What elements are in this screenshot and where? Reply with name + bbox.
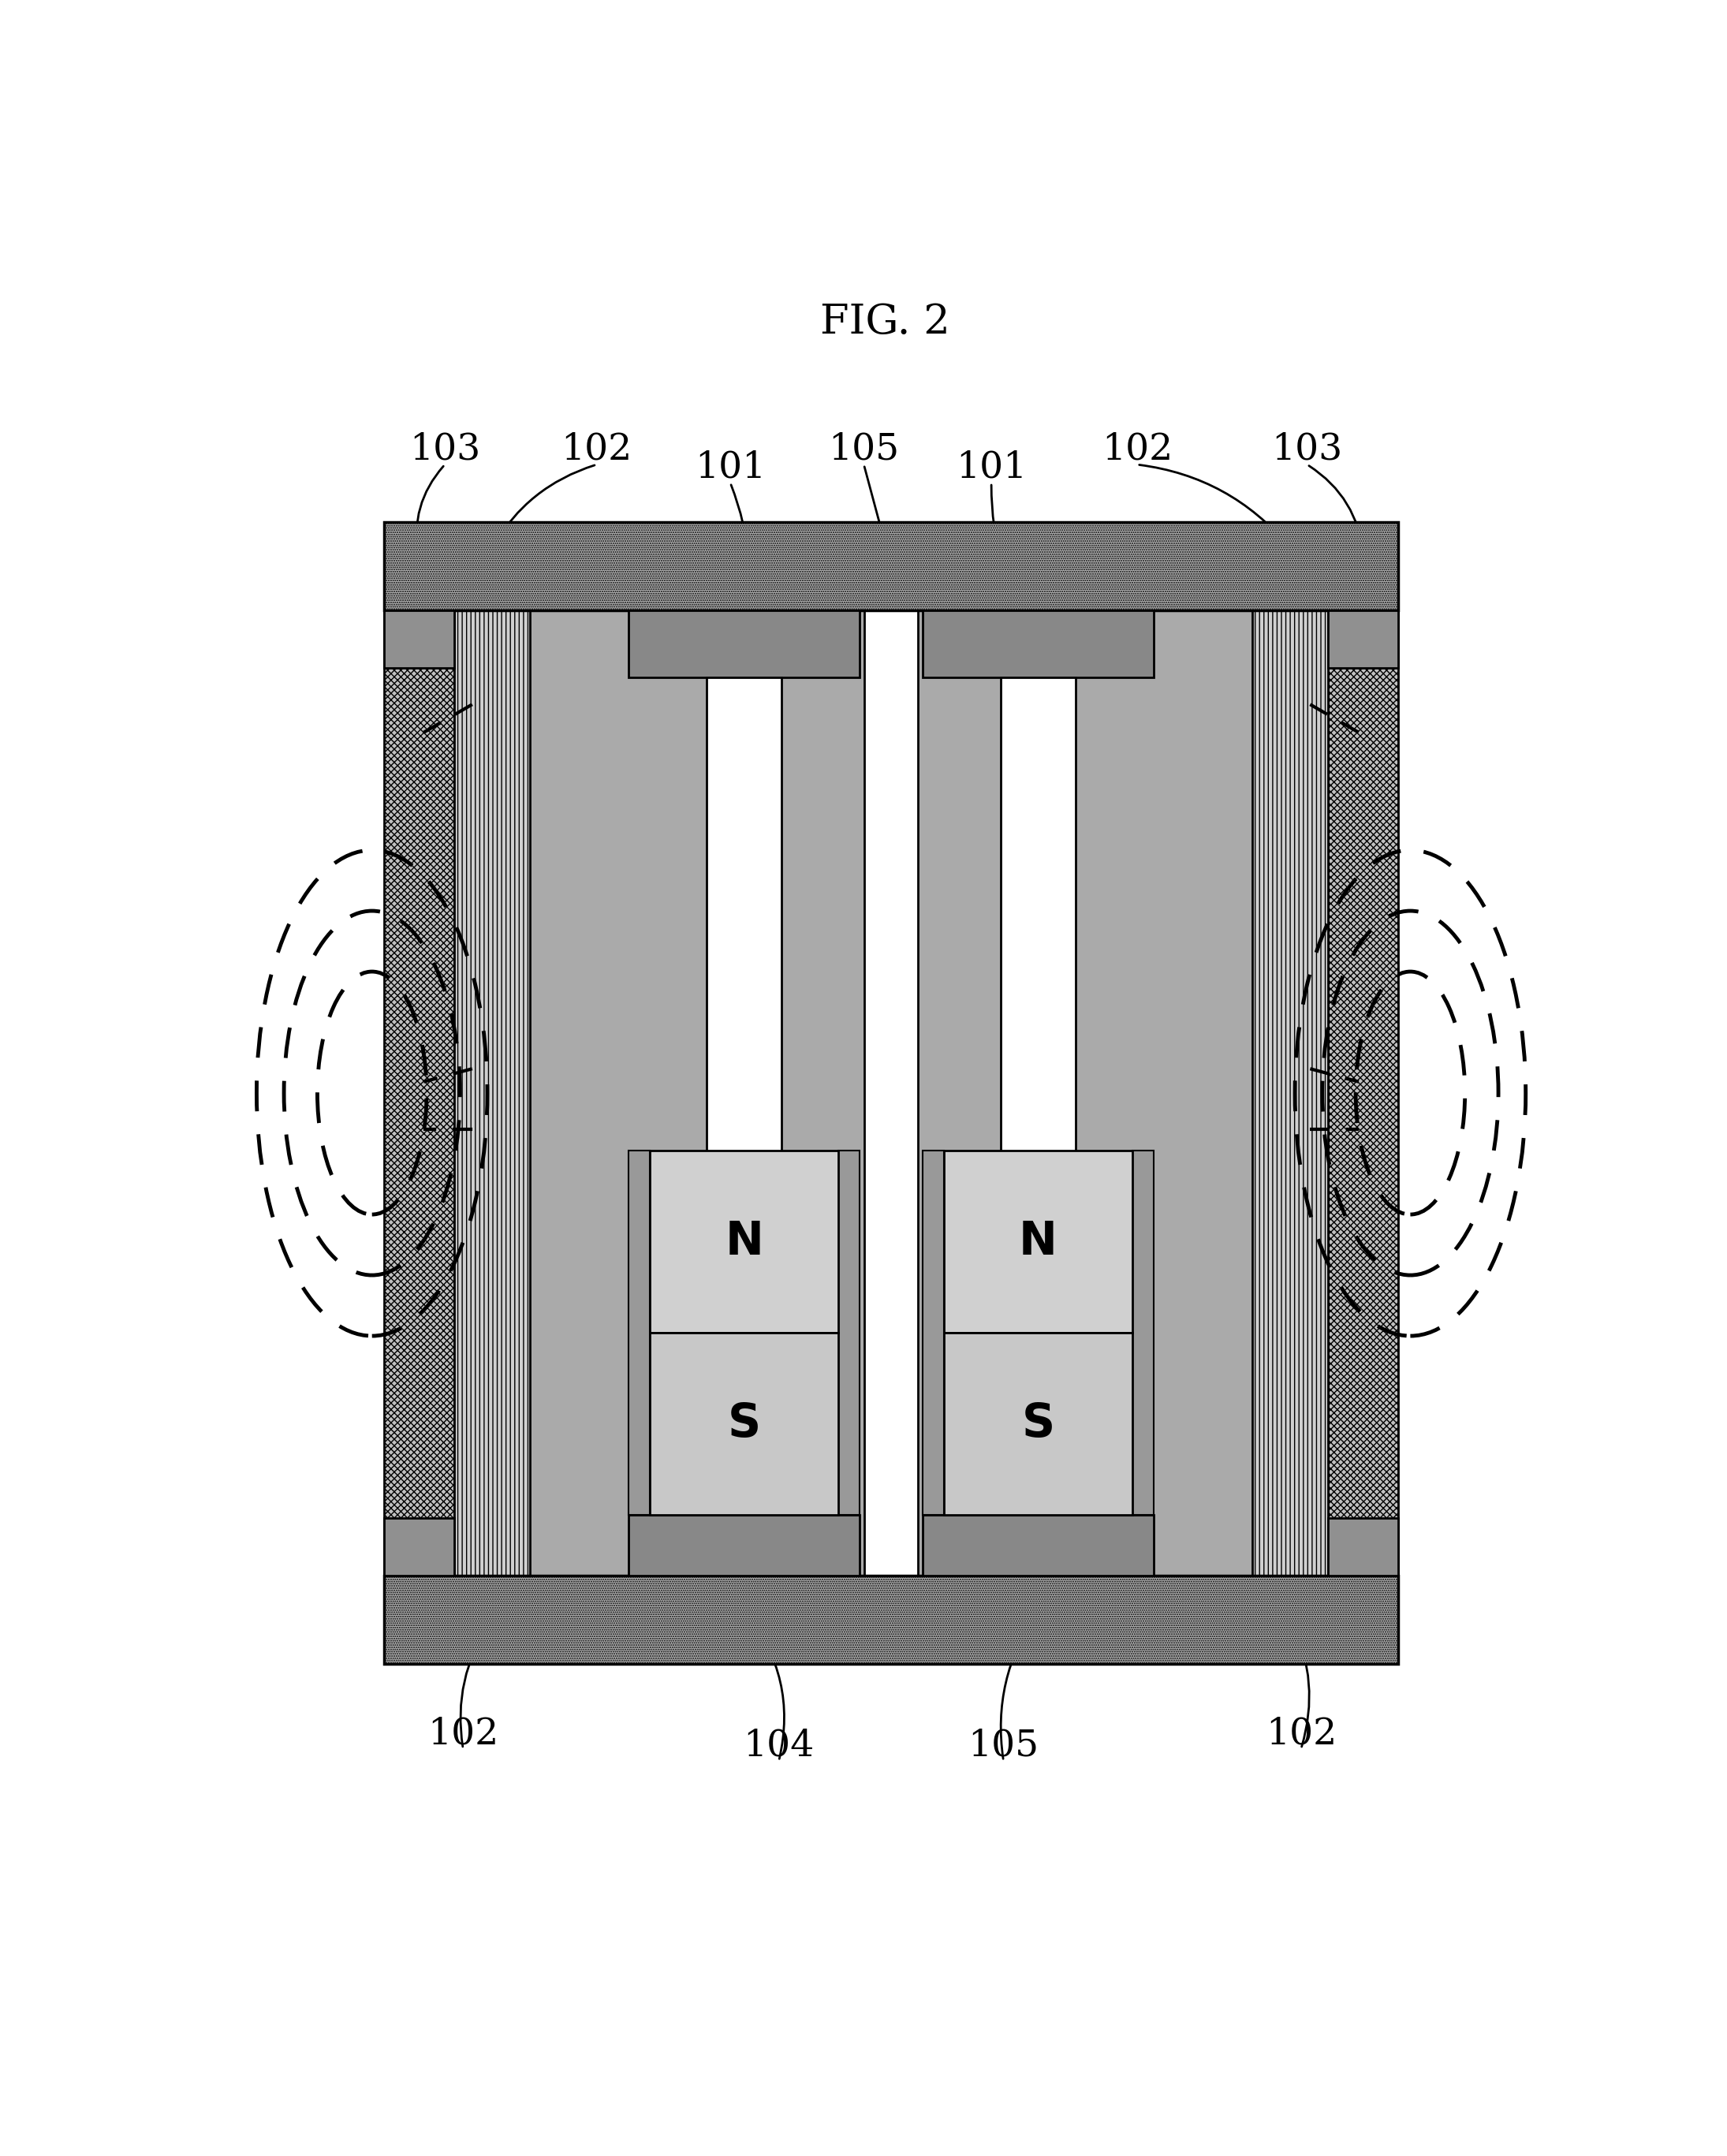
Bar xyxy=(1328,610,1399,1576)
Text: 103: 103 xyxy=(1271,431,1342,468)
Bar xyxy=(1000,677,1076,1516)
Bar xyxy=(706,677,782,1516)
Bar xyxy=(530,610,1252,1576)
Text: 103: 103 xyxy=(409,431,480,468)
Text: 102: 102 xyxy=(1102,431,1173,468)
Text: 105: 105 xyxy=(829,431,900,468)
Bar xyxy=(864,610,919,1576)
Text: N: N xyxy=(725,1220,763,1263)
Bar xyxy=(1252,610,1328,1576)
Bar xyxy=(922,1151,945,1516)
Text: 105: 105 xyxy=(967,1727,1040,1764)
Text: 102: 102 xyxy=(561,431,632,468)
Bar xyxy=(838,1151,860,1516)
Bar xyxy=(945,1151,1133,1332)
Bar xyxy=(629,1151,649,1516)
Text: 104: 104 xyxy=(743,1727,815,1764)
Text: N: N xyxy=(1019,1220,1057,1263)
Bar xyxy=(1133,1151,1154,1516)
Text: 101: 101 xyxy=(955,451,1028,485)
Bar xyxy=(649,1151,838,1332)
Text: S: S xyxy=(727,1401,760,1447)
Bar xyxy=(945,1332,1133,1516)
Bar xyxy=(629,610,860,677)
Bar xyxy=(383,610,454,668)
Bar xyxy=(383,1518,454,1576)
Bar xyxy=(383,522,1399,610)
Text: S: S xyxy=(1022,1401,1055,1447)
Bar xyxy=(1328,1518,1399,1576)
Bar xyxy=(629,1516,860,1576)
Bar xyxy=(1328,610,1399,668)
Bar xyxy=(454,610,530,1576)
Bar xyxy=(922,610,1154,677)
Bar xyxy=(649,1332,838,1516)
Bar xyxy=(383,1576,1399,1664)
Bar xyxy=(922,1516,1154,1576)
Bar xyxy=(383,610,454,1576)
Text: 101: 101 xyxy=(694,451,765,485)
Text: FIG. 2: FIG. 2 xyxy=(820,302,950,343)
Text: 102: 102 xyxy=(428,1716,499,1751)
Text: 102: 102 xyxy=(1266,1716,1337,1751)
